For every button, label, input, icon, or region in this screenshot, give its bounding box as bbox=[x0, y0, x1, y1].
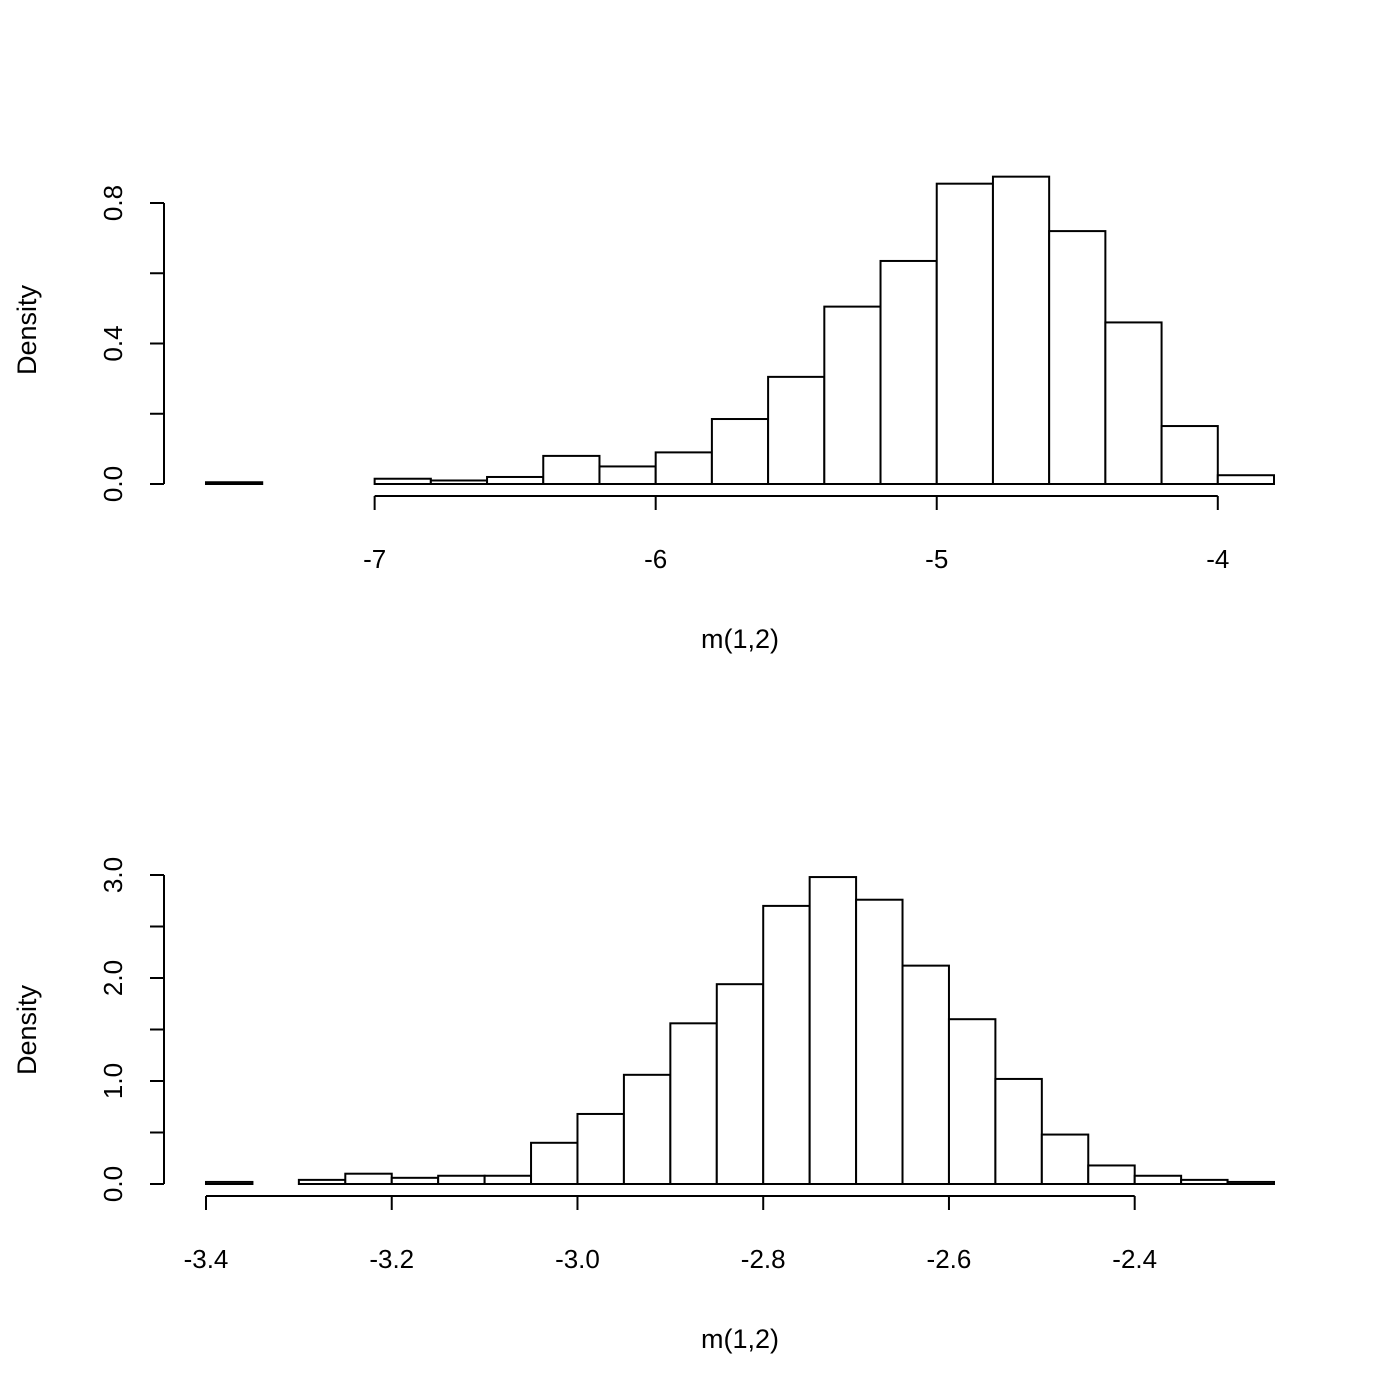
x-axis: -7 -6 -5 -4 bbox=[363, 495, 1229, 574]
histogram-bar bbox=[205, 481, 264, 485]
histogram-bar bbox=[855, 898, 904, 1185]
histogram-bar bbox=[622, 1073, 672, 1185]
y-axis-title: Density bbox=[12, 284, 42, 375]
histogram-bar bbox=[1040, 1133, 1090, 1186]
histogram-bar bbox=[1160, 425, 1219, 486]
x-tick-label: -7 bbox=[363, 544, 386, 574]
histogram-bar bbox=[205, 1180, 254, 1185]
histogram-bar bbox=[991, 175, 1051, 485]
histogram-bar bbox=[654, 451, 713, 486]
x-tick-label: -6 bbox=[644, 544, 667, 574]
x-tick-label: -2.8 bbox=[741, 1244, 786, 1274]
histogram-bar bbox=[530, 1141, 579, 1186]
histogram-bar bbox=[1226, 1180, 1275, 1185]
x-tick-label: -3.2 bbox=[369, 1244, 414, 1274]
histogram-bar bbox=[429, 479, 489, 485]
histogram-bar bbox=[390, 1176, 440, 1185]
x-tick-label: -2.4 bbox=[1112, 1244, 1157, 1274]
histogram-bar bbox=[808, 876, 858, 1185]
histogram-bars bbox=[205, 175, 1275, 486]
histogram-bar bbox=[576, 1112, 625, 1185]
y-axis: 0.0 1.0 2.0 3.0 bbox=[98, 857, 165, 1202]
x-axis: -3.4 -3.2 -3.0 -2.8 -2.6 -2.4 bbox=[184, 1195, 1157, 1274]
x-tick-label: -2.6 bbox=[927, 1244, 972, 1274]
histogram-bar bbox=[486, 475, 545, 486]
x-tick-label: -5 bbox=[925, 544, 948, 574]
histogram-bar bbox=[669, 1022, 718, 1185]
histogram-bar bbox=[437, 1174, 486, 1186]
y-tick-label: 0.0 bbox=[98, 466, 128, 502]
histogram-panel-top: -7 -6 -5 -4 0.0 0.4 0.8 m(1,2) Density bbox=[12, 175, 1275, 654]
y-axis: 0.0 0.4 0.8 bbox=[98, 185, 165, 502]
histogram-bar bbox=[823, 305, 882, 485]
y-tick-label: 3.0 bbox=[98, 857, 128, 893]
x-axis-title: m(1,2) bbox=[701, 624, 779, 654]
histogram-panel-bottom: -3.4 -3.2 -3.0 -2.8 -2.6 -2.4 0.0 1.0 2.0 3.0 m(… bbox=[12, 857, 1275, 1354]
y-tick-label: 2.0 bbox=[98, 960, 128, 996]
histogram-bar bbox=[767, 375, 826, 485]
histogram-bar bbox=[994, 1077, 1043, 1185]
histogram-bar bbox=[1180, 1178, 1229, 1186]
y-tick-label: 0.4 bbox=[98, 325, 128, 361]
histogram-bar bbox=[1104, 321, 1163, 485]
histogram-bar bbox=[598, 465, 657, 485]
histogram-bar bbox=[715, 983, 765, 1185]
histogram-bar bbox=[1087, 1164, 1136, 1185]
histogram-bar bbox=[879, 259, 938, 485]
x-tick-label: -4 bbox=[1206, 544, 1229, 574]
histogram-bar bbox=[901, 964, 950, 1186]
histogram-bar bbox=[1216, 474, 1275, 485]
y-tick-label: 0.8 bbox=[98, 185, 128, 221]
histogram-bar bbox=[947, 1018, 997, 1186]
histogram-bars bbox=[205, 876, 1275, 1186]
x-tick-label: -3.4 bbox=[184, 1244, 229, 1274]
histogram-bar bbox=[1048, 230, 1107, 485]
histogram-bar bbox=[483, 1174, 533, 1186]
histogram-bar bbox=[710, 418, 770, 485]
histogram-bar bbox=[297, 1178, 347, 1186]
y-tick-label: 0.0 bbox=[98, 1166, 128, 1202]
y-tick-label: 1.0 bbox=[98, 1063, 128, 1099]
histogram-bar bbox=[935, 182, 994, 485]
histogram-bar bbox=[344, 1172, 393, 1185]
x-axis-title: m(1,2) bbox=[701, 1324, 779, 1354]
histogram-bar bbox=[762, 904, 811, 1186]
x-tick-label: -3.0 bbox=[555, 1244, 600, 1274]
y-axis-title: Density bbox=[12, 984, 42, 1075]
histogram-bar bbox=[542, 454, 601, 485]
histogram-bar bbox=[373, 477, 432, 486]
histogram-bar bbox=[1133, 1174, 1183, 1186]
